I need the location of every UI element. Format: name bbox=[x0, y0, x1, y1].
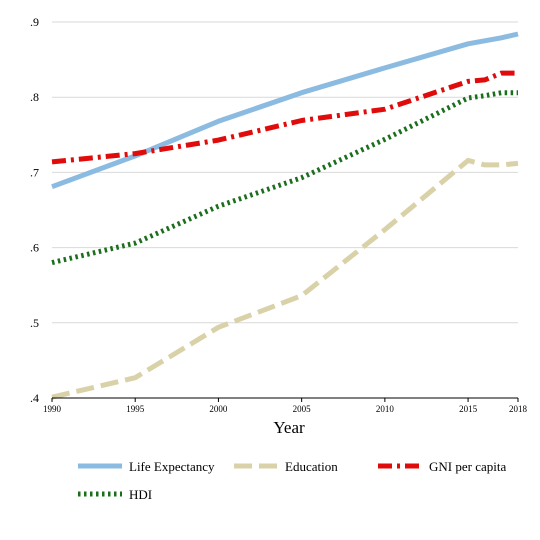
y-tick-label: .7 bbox=[30, 165, 39, 179]
legend: Life Expectancy Education GNI per capita HD… bbox=[78, 459, 506, 502]
gridlines bbox=[52, 21, 518, 399]
x-tick-label: 2015 bbox=[459, 404, 478, 414]
y-tick-label: .5 bbox=[30, 316, 39, 330]
legend-label: Life Expectancy bbox=[129, 459, 215, 474]
x-tick-label: 2000 bbox=[209, 404, 228, 414]
y-axis-ticks: .4 .5 .6 .7 .8 .9 bbox=[30, 15, 39, 405]
y-tick-label: .6 bbox=[30, 241, 39, 255]
series-line-gni-per-capita bbox=[51, 70, 518, 165]
series-line-hdi bbox=[51, 90, 518, 266]
x-tick-label: 1995 bbox=[126, 404, 145, 414]
legend-label: Education bbox=[285, 459, 338, 474]
x-tick-label: 2018 bbox=[509, 404, 528, 414]
y-tick-label: .8 bbox=[30, 90, 39, 104]
legend-label: GNI per capita bbox=[429, 459, 506, 474]
x-tick-label: 2005 bbox=[293, 404, 312, 414]
series-line-life-expectancy bbox=[51, 31, 519, 190]
legend-label: HDI bbox=[129, 487, 152, 502]
series-line-education bbox=[51, 157, 519, 400]
x-tick-label: 2010 bbox=[376, 404, 395, 414]
y-tick-label: .9 bbox=[30, 15, 39, 29]
x-tick-label: 1990 bbox=[43, 404, 62, 414]
y-tick-label: .4 bbox=[30, 391, 39, 405]
series-lines bbox=[51, 31, 519, 400]
x-axis-title: Year bbox=[273, 418, 305, 437]
x-axis-ticks: 1990 1995 2000 2005 2010 2015 2018 bbox=[43, 398, 528, 414]
